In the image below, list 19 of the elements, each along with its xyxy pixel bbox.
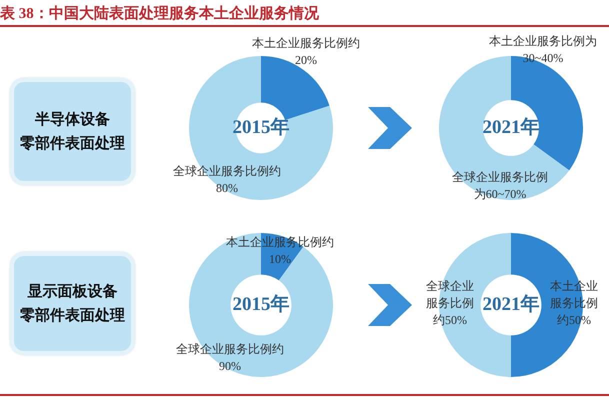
text: 零部件表面处理 bbox=[20, 306, 125, 326]
slice-label: 全球企业服务比例为60~70% bbox=[452, 170, 548, 202]
data-label: 80% bbox=[216, 181, 238, 196]
text: 2021年 bbox=[482, 116, 540, 138]
slice-label: 全球企业服务比例约 bbox=[173, 164, 281, 178]
text: 2021年 bbox=[482, 294, 540, 315]
text: 2015年 bbox=[232, 294, 290, 315]
text: 半导体设备 bbox=[35, 110, 110, 130]
slice-label: 全球企业服务比例约 bbox=[176, 342, 284, 356]
slice-label: 全球企业服务比例约50% bbox=[426, 279, 474, 328]
slice-label: 本土企业服务比例为30~40% bbox=[489, 34, 597, 66]
text: 2015年 bbox=[232, 116, 290, 138]
text: 零部件表面处理 bbox=[20, 134, 125, 154]
slice-label: 本土企业服务比例约 bbox=[252, 36, 360, 50]
text: 显示面板设备 bbox=[28, 282, 118, 302]
data-label: 90% bbox=[219, 359, 241, 374]
text: 表 38：中国大陆表面处理服务本土企业服务情况 bbox=[0, 4, 319, 22]
data-label: 20% bbox=[295, 53, 317, 68]
data-label: 10% bbox=[269, 252, 291, 266]
